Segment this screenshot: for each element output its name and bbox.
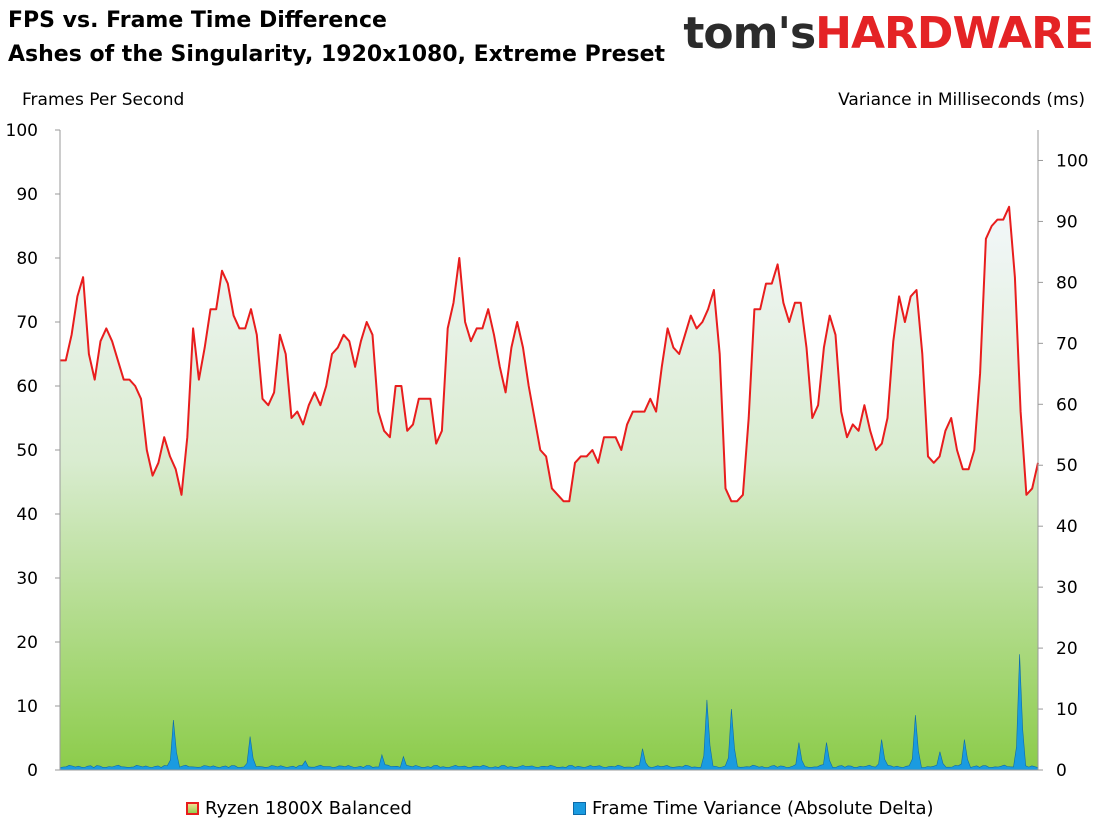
y2-tick-label: 20: [1056, 639, 1078, 659]
chart-title: FPS vs. Frame Time Difference: [8, 8, 387, 33]
y-tick-label: 30: [16, 569, 38, 589]
logo-part1: tom's: [683, 8, 816, 59]
legend-item-variance: Frame Time Variance (Absolute Delta): [573, 798, 934, 819]
y-tick-label: 100: [6, 121, 38, 141]
y-tick-label: 90: [16, 185, 38, 205]
fps-line: [60, 205, 1039, 503]
variance-series: [59, 654, 1039, 771]
y2-tick-label: 100: [1056, 151, 1088, 171]
y2-tick-label: 30: [1056, 578, 1078, 598]
brand-logo: tom'sHARDWARE: [683, 8, 1094, 59]
legend-swatch-variance: [573, 802, 586, 815]
y2-tick-label: 60: [1056, 395, 1078, 415]
y-axis-label: Frames Per Second: [22, 90, 185, 110]
legend-label-fps: Ryzen 1800X Balanced: [205, 798, 412, 819]
legend-swatch-fps: [186, 802, 199, 815]
fps-area: [60, 206, 1038, 771]
y-tick-label: 60: [16, 377, 38, 397]
y2-tick-label: 10: [1056, 700, 1078, 720]
y-tick-label: 10: [16, 697, 38, 717]
y-tick-label: 80: [16, 249, 38, 269]
y2-tick-label: 40: [1056, 517, 1078, 537]
legend-item-fps: Ryzen 1800X Balanced: [186, 798, 412, 819]
y2-tick-label: 0: [1056, 761, 1067, 781]
y2-tick-label: 50: [1056, 456, 1078, 476]
y2-tick-label: 90: [1056, 212, 1078, 232]
y2-tick-label: 70: [1056, 334, 1078, 354]
y-tick-label: 50: [16, 441, 38, 461]
chart-subtitle: Ashes of the Singularity, 1920x1080, Ext…: [8, 42, 666, 67]
y2-axis-label: Variance in Milliseconds (ms): [838, 90, 1085, 110]
y-tick-label: 0: [27, 761, 38, 781]
y2-tick-label: 80: [1056, 273, 1078, 293]
logo-part2: HARDWARE: [815, 8, 1094, 59]
y-tick-label: 20: [16, 633, 38, 653]
y-tick-label: 40: [16, 505, 38, 525]
legend-label-variance: Frame Time Variance (Absolute Delta): [592, 798, 934, 819]
y-tick-label: 70: [16, 313, 38, 333]
